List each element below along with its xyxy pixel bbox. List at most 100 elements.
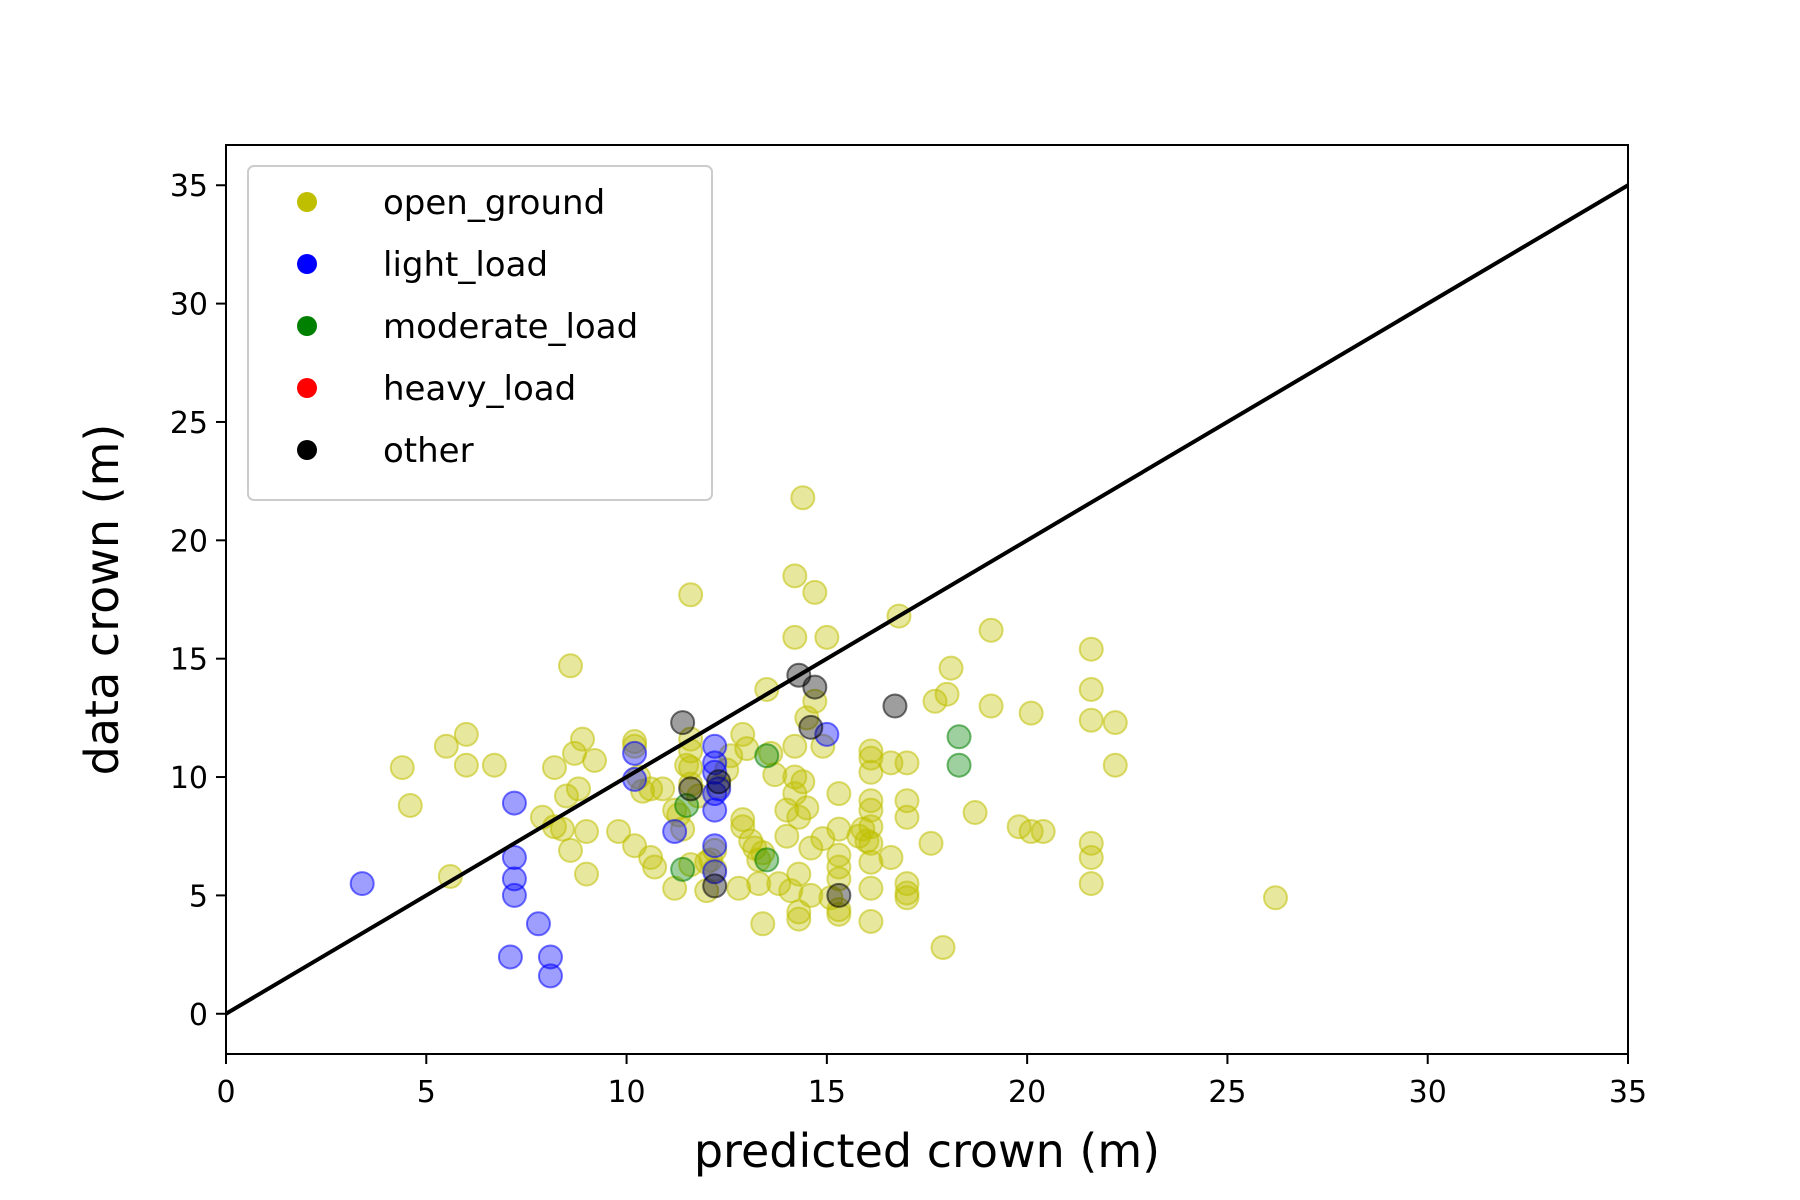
data-point-open-ground <box>574 818 600 844</box>
data-point-light-load <box>622 740 648 766</box>
data-point-open-ground <box>858 875 884 901</box>
x-axis-ticks: 0 5 10 15 20 25 30 35 <box>216 1054 1647 1110</box>
data-point-open-ground <box>730 807 756 833</box>
legend-marker-moderate-load <box>297 316 317 336</box>
data-point-open-ground <box>553 783 579 809</box>
data-point-open-ground <box>582 747 608 773</box>
data-point-light-load <box>702 833 728 859</box>
y-tick-label: 0 <box>189 998 208 1033</box>
data-point-open-ground <box>750 840 776 866</box>
data-point-open-ground <box>894 885 920 911</box>
data-point-other <box>670 710 696 736</box>
legend-marker-open-ground <box>297 192 317 212</box>
data-point-open-ground <box>782 563 808 589</box>
data-point-light-load <box>537 963 563 989</box>
data-point-open-ground <box>622 733 648 759</box>
data-point-open-ground <box>894 804 920 830</box>
data-point-open-ground <box>1102 710 1128 736</box>
data-point-light-load <box>702 859 728 885</box>
data-point-open-ground <box>962 800 988 826</box>
x-axis-label: predicted crown (m) <box>694 1124 1160 1178</box>
y-tick-label: 15 <box>170 643 208 678</box>
data-point-open-ground <box>750 911 776 937</box>
data-point-open-ground <box>541 755 567 781</box>
data-point-open-ground <box>566 776 592 802</box>
data-point-open-ground <box>930 934 956 960</box>
y-tick-label: 5 <box>189 879 208 914</box>
y-tick-label: 30 <box>170 288 208 323</box>
data-point-moderate-load <box>754 743 780 769</box>
data-point-open-ground <box>782 733 808 759</box>
data-point-open-ground <box>453 752 479 778</box>
data-point-light-load <box>525 911 551 937</box>
data-point-light-load <box>706 776 732 802</box>
data-point-light-load <box>349 871 375 897</box>
data-point-open-ground <box>1102 752 1128 778</box>
data-point-open-ground <box>858 759 884 785</box>
x-tick-label: 35 <box>1609 1075 1647 1110</box>
data-point-open-ground <box>730 814 756 840</box>
data-point-open-ground <box>858 738 884 764</box>
data-point-open-ground <box>802 579 828 605</box>
data-point-open-ground <box>786 899 812 925</box>
data-point-open-ground <box>746 871 772 897</box>
data-point-light-load <box>662 818 688 844</box>
data-point-light-load <box>497 944 523 970</box>
data-point-open-ground <box>858 849 884 875</box>
data-point-open-ground <box>774 823 800 849</box>
data-point-light-load <box>501 845 527 871</box>
data-point-other <box>802 674 828 700</box>
data-point-open-ground <box>798 882 824 908</box>
legend-label-moderate-load: moderate_load <box>383 307 638 347</box>
data-point-light-load <box>702 797 728 823</box>
legend-marker-other <box>297 440 317 460</box>
x-tick-label: 10 <box>607 1075 645 1110</box>
data-point-light-load <box>501 790 527 816</box>
data-point-open-ground <box>1030 818 1056 844</box>
data-point-other <box>702 873 728 899</box>
data-points-layer <box>349 485 1288 989</box>
data-point-open-ground <box>557 837 583 863</box>
y-tick-label: 25 <box>170 406 208 441</box>
data-point-open-ground <box>794 795 820 821</box>
data-point-light-load <box>702 750 728 776</box>
data-point-open-ground <box>453 721 479 747</box>
data-point-open-ground <box>481 752 507 778</box>
x-tick-label: 20 <box>1008 1075 1046 1110</box>
x-tick-label: 30 <box>1409 1075 1447 1110</box>
data-point-open-ground <box>650 776 676 802</box>
data-point-moderate-load <box>670 856 696 882</box>
data-point-open-ground <box>1078 707 1104 733</box>
data-point-open-ground <box>1018 700 1044 726</box>
data-point-moderate-load <box>946 752 972 778</box>
data-point-light-load <box>501 882 527 908</box>
data-point-open-ground <box>678 582 704 608</box>
x-tick-label: 25 <box>1208 1075 1246 1110</box>
data-point-open-ground <box>389 755 415 781</box>
legend-label-other: other <box>383 431 474 471</box>
data-point-other <box>678 776 704 802</box>
data-point-open-ground <box>918 830 944 856</box>
legend-marker-light-load <box>297 254 317 274</box>
data-point-open-ground <box>790 485 816 511</box>
plot-frame <box>225 144 1629 1055</box>
data-point-open-ground <box>1078 636 1104 662</box>
y-tick-label: 35 <box>170 169 208 204</box>
data-point-open-ground <box>938 655 964 681</box>
data-point-other <box>706 769 732 795</box>
data-point-open-ground <box>674 752 700 778</box>
x-tick-label: 0 <box>216 1075 235 1110</box>
data-point-open-ground <box>570 726 596 752</box>
data-point-other <box>826 882 852 908</box>
data-point-open-ground <box>858 908 884 934</box>
data-point-open-ground <box>826 901 852 927</box>
data-point-open-ground <box>978 693 1004 719</box>
y-axis-ticks: 0 5 10 15 20 25 30 35 <box>170 169 226 1033</box>
data-point-light-load <box>537 944 563 970</box>
data-point-open-ground <box>826 781 852 807</box>
legend: open_ground light_load moderate_load heavy_… <box>247 165 713 501</box>
data-point-open-ground <box>858 830 884 856</box>
data-point-open-ground <box>574 861 600 887</box>
legend-label-light-load: light_load <box>383 245 548 285</box>
